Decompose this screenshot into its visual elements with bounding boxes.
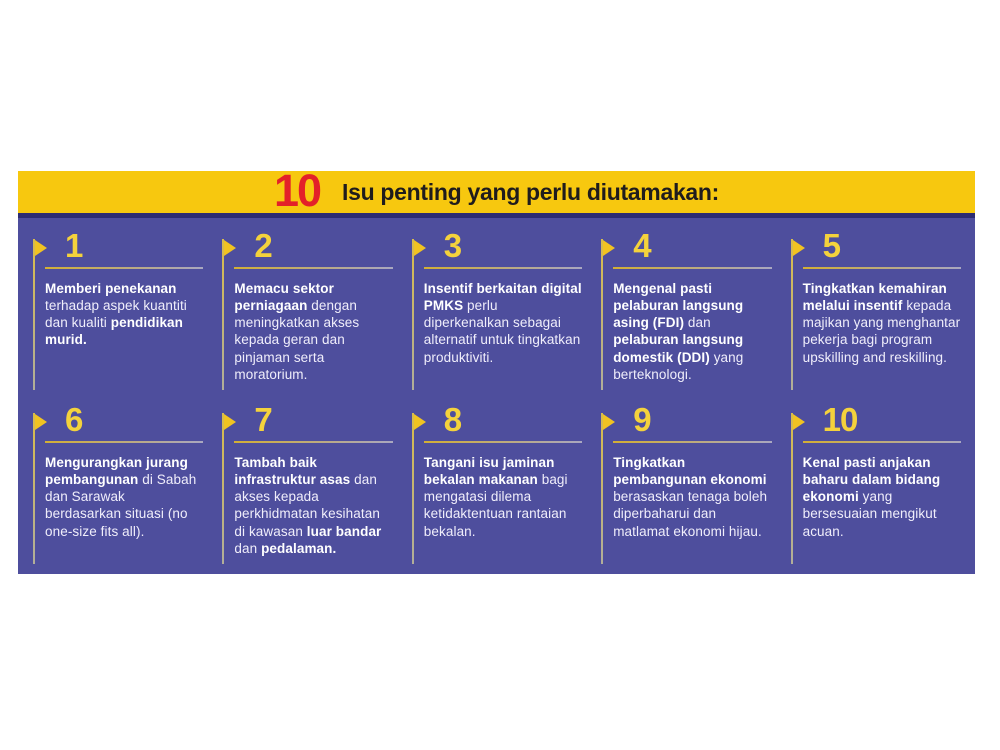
issue-number: 9	[633, 401, 651, 438]
number-underline	[423, 267, 583, 269]
flag-pole-line	[222, 239, 225, 390]
issue-card-5: 5 Tingkatkan kemahiran melalui insentif k…	[790, 226, 963, 400]
issue-text: Tingkatkan kemahiran melalui insentif ke…	[802, 281, 961, 365]
issue-number: 5	[822, 227, 841, 264]
issue-number: 4	[633, 227, 651, 264]
issue-card-6: 6 Mengurangkan jurang pembangunan di Saba…	[33, 400, 205, 574]
flag-icon	[792, 414, 805, 430]
flag-pole-line	[790, 413, 793, 564]
number-underline	[613, 267, 772, 269]
flag-icon	[792, 240, 805, 256]
number-underline	[802, 441, 961, 443]
flag-icon	[224, 240, 237, 256]
issue-text: Mengurangkan jurang pembangunan di Sabah…	[45, 455, 197, 539]
flag-icon	[413, 240, 426, 256]
flag-icon	[603, 414, 616, 430]
issue-number: 7	[254, 401, 272, 438]
issue-text: Memberi penekanan terhadap aspek kuantit…	[45, 281, 187, 348]
flag-pole-line	[33, 239, 35, 390]
issue-number: 10	[822, 401, 859, 438]
number-underline	[45, 441, 204, 443]
issue-number: 3	[443, 227, 462, 264]
issue-text: Tambah baik infrastruktur asas dan akses…	[234, 455, 382, 556]
issue-card-3: 3 Insentif berkaitan digital PMKS perlu d…	[411, 226, 584, 400]
issue-text: Tangani isu jaminan bekalan makanan bagi…	[423, 455, 568, 539]
flag-pole-line	[601, 413, 604, 564]
flag-pole-line	[411, 239, 414, 390]
count-badge: 10	[273, 164, 322, 216]
issue-text: Tingkatkan pembangunan ekonomi berasaska…	[613, 455, 768, 539]
flag-icon	[35, 240, 47, 256]
issue-card-7: 7 Tambah baik infrastruktur asas dan akse…	[222, 400, 394, 574]
issue-number: 8	[443, 401, 462, 438]
issue-card-2: 2 Memacu sektor perniagaan dengan meningk…	[222, 226, 394, 400]
flag-icon	[413, 414, 426, 430]
issue-card-9: 9 Tingkatkan pembangunan ekonomi berasask…	[601, 400, 773, 574]
number-underline	[234, 441, 393, 443]
issue-number: 6	[65, 401, 83, 438]
flag-pole-line	[790, 239, 793, 390]
number-underline	[423, 441, 583, 443]
number-underline	[45, 267, 204, 269]
number-underline	[234, 267, 393, 269]
issue-number: 2	[254, 227, 272, 264]
issue-card-1: 1 Memberi penekanan terhadap aspek kuanti…	[33, 226, 205, 400]
header-banner: 10 Isu penting yang perlu diutamakan:	[18, 164, 975, 216]
page-title: Isu penting yang perlu diutamakan:	[342, 178, 720, 205]
flag-pole-line	[222, 413, 225, 564]
issue-card-4: 4 Mengenal pasti pelaburan langsung asing…	[601, 226, 773, 400]
issue-text: Memacu sektor perniagaan dengan meningka…	[234, 281, 360, 382]
issue-number: 1	[65, 227, 83, 264]
number-underline	[802, 267, 961, 269]
flag-pole-line	[601, 239, 604, 390]
issue-text: Mengenal pasti pelaburan langsung asing …	[613, 281, 744, 382]
flag-pole-line	[411, 413, 414, 564]
issue-text: Kenal pasti anjakan baharu dalam bidang …	[802, 455, 941, 539]
issues-grid: 1 Memberi penekanan terhadap aspek kuanti…	[18, 213, 975, 574]
flag-icon	[224, 414, 237, 430]
issue-card-10: 10 Kenal pasti anjakan baharu dalam bidan…	[790, 400, 963, 574]
flag-pole-line	[33, 413, 35, 564]
infographic-box: 10 Isu penting yang perlu diutamakan: 1 M…	[18, 164, 975, 574]
number-underline	[613, 441, 772, 443]
issue-card-8: 8 Tangani isu jaminan bekalan makanan bag…	[411, 400, 584, 574]
issue-text: Insentif berkaitan digital PMKS perlu di…	[423, 281, 582, 365]
flag-icon	[35, 414, 47, 430]
flag-icon	[603, 240, 616, 256]
